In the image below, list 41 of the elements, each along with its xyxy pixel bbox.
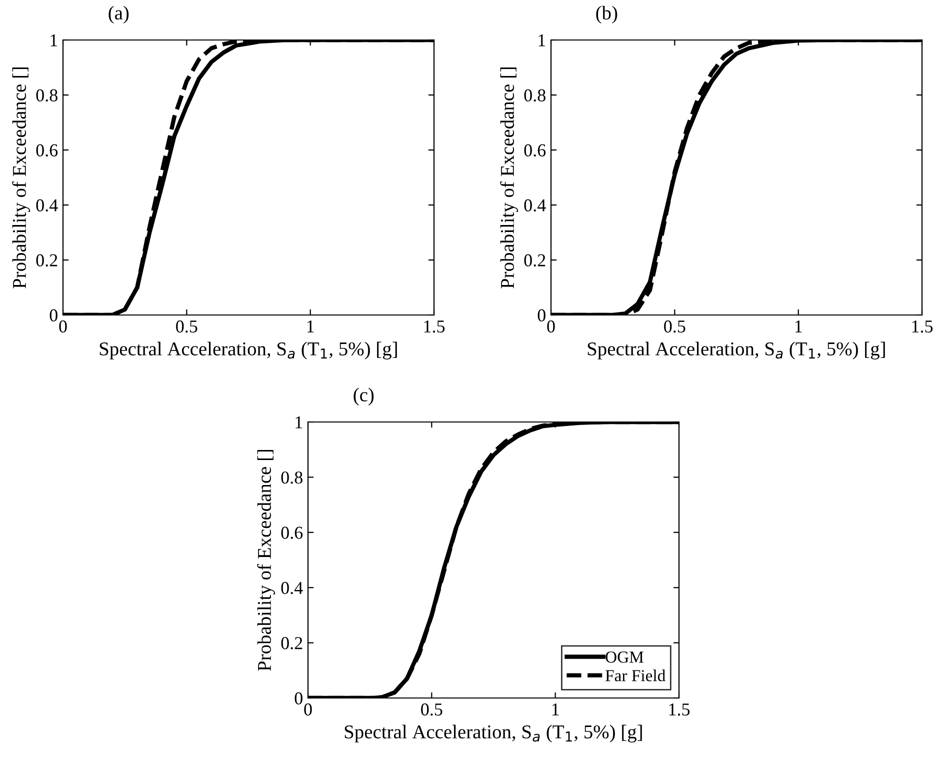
y-axis-title: Probability of Exceedance []: [500, 67, 518, 288]
y-axis-title: Probability of Exceedance []: [257, 450, 276, 671]
chart-title: (a): [108, 6, 129, 24]
x-tick-label: 1.5: [424, 320, 445, 333]
x-tick-label: 0.5: [421, 703, 442, 716]
x-tick-label: 0.5: [664, 320, 686, 333]
y-tick-label: 1: [50, 34, 58, 46]
y-tick-label: 0.8: [281, 471, 302, 484]
y-tick-label: 0.8: [36, 89, 58, 102]
y-tick-label: 0.2: [281, 637, 302, 650]
legend-label: OGM: [606, 652, 644, 663]
x-tick-label: 1: [795, 320, 802, 332]
y-tick-label: 0.6: [281, 526, 303, 539]
y-tick-label: 0.2: [524, 254, 546, 267]
x-tick-label: 1: [552, 703, 559, 716]
y-tick-label: 0: [50, 309, 58, 322]
x-tick-label: 0.5: [176, 320, 198, 333]
chart-title: (c): [354, 388, 374, 406]
y-axis-title: Probability of Exceedance []: [12, 67, 30, 288]
x-axis-title: Spectral Acceleration, S$_{a}$ (T$_{1}$, 5%) [g]: [100, 342, 397, 360]
y-tick-label: 0: [538, 309, 546, 322]
x-axis-title: Spectral Acceleration, S$_{a}$ (T$_{1}$, 5%) [g]: [344, 724, 642, 742]
y-tick-label: 0.4: [36, 199, 58, 212]
y-tick-label: 0.2: [36, 254, 58, 267]
x-tick-label: 0: [547, 320, 555, 333]
x-tick-label: 0: [304, 703, 312, 716]
legend-label: Far Field: [606, 670, 666, 682]
chart-title: (b): [596, 6, 618, 24]
y-tick-label: 0.8: [524, 89, 546, 102]
y-tick-label: 0.4: [524, 199, 546, 212]
y-tick-label: 0.6: [524, 144, 546, 157]
x-tick-label: 1.5: [912, 320, 933, 333]
y-tick-label: 1: [538, 34, 546, 46]
x-axis-title: Spectral Acceleration, S$_{a}$ (T$_{1}$, 5%) [g]: [588, 342, 885, 360]
y-tick-label: 0: [294, 692, 302, 704]
y-tick-label: 1: [296, 416, 302, 428]
y-tick-label: 0.6: [36, 144, 58, 157]
x-tick-label: 0: [59, 320, 67, 333]
y-tick-label: 0.4: [281, 582, 303, 594]
x-tick-label: 1: [307, 320, 314, 332]
x-tick-label: 1.5: [669, 703, 690, 716]
